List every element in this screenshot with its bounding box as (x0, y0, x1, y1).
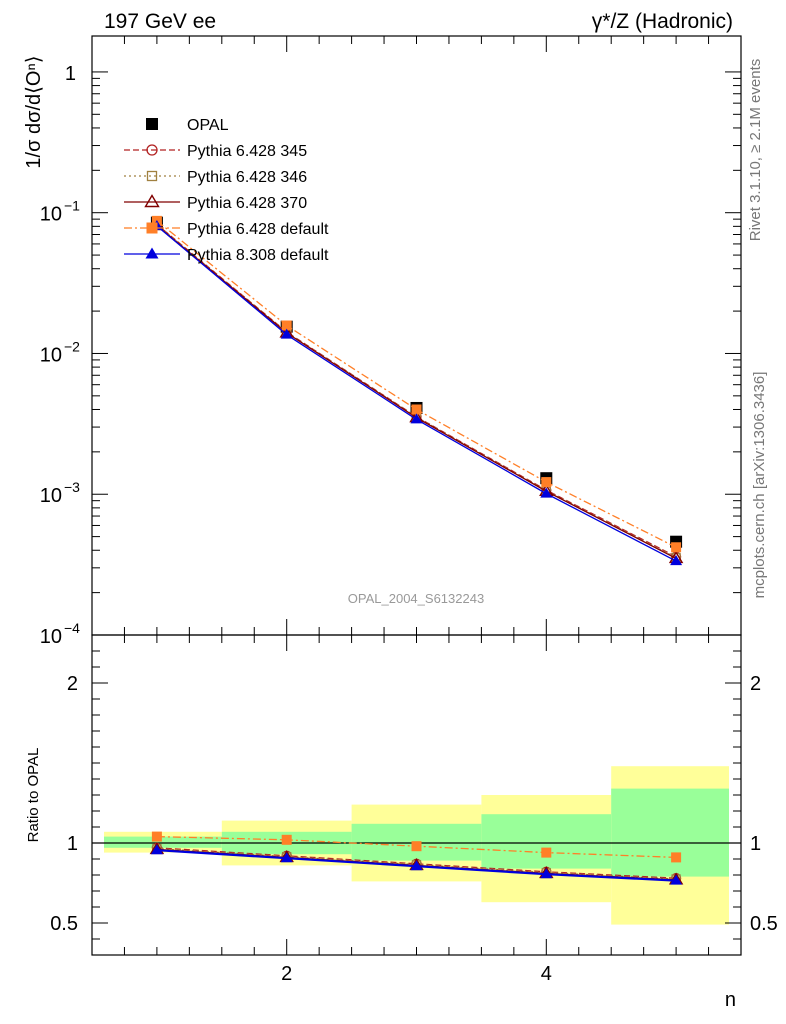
main-series-4-line (156, 220, 677, 548)
ratio-series-3-point (411, 841, 422, 852)
legend-entry-3-marker (144, 194, 160, 208)
ratio-series-3-point (541, 847, 552, 858)
legend-entry-1-marker (146, 144, 158, 156)
ratio-y-tick-label-right: 0.5 (750, 913, 778, 935)
legend-entry-0-marker (146, 118, 158, 130)
main-series-5-point (670, 555, 683, 566)
main-series-4-point (411, 404, 422, 415)
x-tick-label: 4 (541, 963, 552, 985)
rivet-label: Rivet 3.1.10, ≥ 2.1M events (747, 59, 764, 242)
ratio-series-4-point (670, 874, 683, 885)
ratio-series-3-point (151, 831, 162, 842)
ratio-series-4-point (280, 852, 293, 863)
ratio-y-tick-label-left: 0.5 (50, 913, 78, 935)
ratio-series-3-point (671, 852, 682, 863)
ratio-series-4-point (150, 844, 163, 855)
legend-entry-2-marker (146, 170, 158, 182)
main-y-tick-exponent: −3 (64, 479, 80, 495)
x-tick-label: 2 (281, 963, 292, 985)
ratio-ylabel: Ratio to OPAL (25, 748, 42, 843)
main-y-tick-exponent: −2 (64, 338, 80, 354)
main-series-4-point (281, 320, 292, 331)
main-series-4-point (671, 542, 682, 553)
ratio-y-tick-label-left: 1 (67, 833, 78, 855)
ratio-series-0-line (156, 847, 677, 879)
main-y-tick-label: 10 (40, 204, 62, 226)
axes-frame: 110 −110 −210 −310 −42 40.5 0.51 12 2 (40, 35, 778, 985)
main-y-tick-exponent: −1 (64, 198, 80, 214)
series-layer (149, 215, 684, 885)
main-ylabel: 1/σ dσ/d⟨Oⁿ⟩ (23, 55, 45, 168)
x-axis-label: n (725, 989, 736, 1011)
band-green-0 (104, 836, 222, 848)
ratio-y-tick-label-right: 2 (750, 673, 761, 695)
band-green-3 (481, 814, 612, 869)
legend-entry-2-label: Pythia 6.428 346 (187, 169, 307, 186)
ratio-y-tick-label-left: 2 (67, 673, 78, 695)
header-right: γ*/Z (Hadronic) (592, 10, 733, 33)
legend-entry-4-label: Pythia 6.428 default (187, 221, 329, 238)
main-series-2-line (156, 224, 677, 559)
main-series-5-line (156, 225, 677, 562)
legend-entry-3-label: Pythia 6.428 370 (187, 195, 307, 212)
mcplots-label: mcplots.cern.ch [arXiv:1306.3436] (751, 372, 768, 599)
main-series-1-line (156, 223, 677, 558)
legend-entry-4-marker (146, 222, 158, 234)
main-series-5-point (540, 487, 553, 498)
legend-entry-5-label: Pythia 8.308 default (187, 247, 329, 264)
ratio-y-tick-label-right: 1 (750, 833, 761, 855)
ratio-series-3-point (281, 834, 292, 845)
legend: OPAL Pythia 6.428 345 Pythia 6.428 346 Pyth… (124, 117, 329, 264)
ratio-series-4-point (410, 860, 423, 871)
legend-entry-5-marker (145, 247, 159, 259)
main-y-tick-label: 10 (40, 485, 62, 507)
header-left: 197 GeV ee (104, 10, 216, 33)
main-y-tick-exponent: −4 (64, 620, 80, 636)
main-y-tick-label: 1 (65, 63, 76, 85)
main-series-5-point (410, 413, 423, 424)
analysis-watermark: OPAL_2004_S6132243 (348, 591, 484, 606)
main-y-tick-label: 10 (40, 626, 62, 648)
main-y-tick-label: 10 (40, 344, 62, 366)
main-series-4-point (541, 477, 552, 488)
main-series-5-point (280, 328, 293, 339)
legend-entry-1-label: Pythia 6.428 345 (187, 143, 307, 160)
band-green-4 (611, 788, 729, 877)
legend-entry-0-label: OPAL (187, 117, 229, 134)
ratio-series-4-point (540, 868, 553, 879)
